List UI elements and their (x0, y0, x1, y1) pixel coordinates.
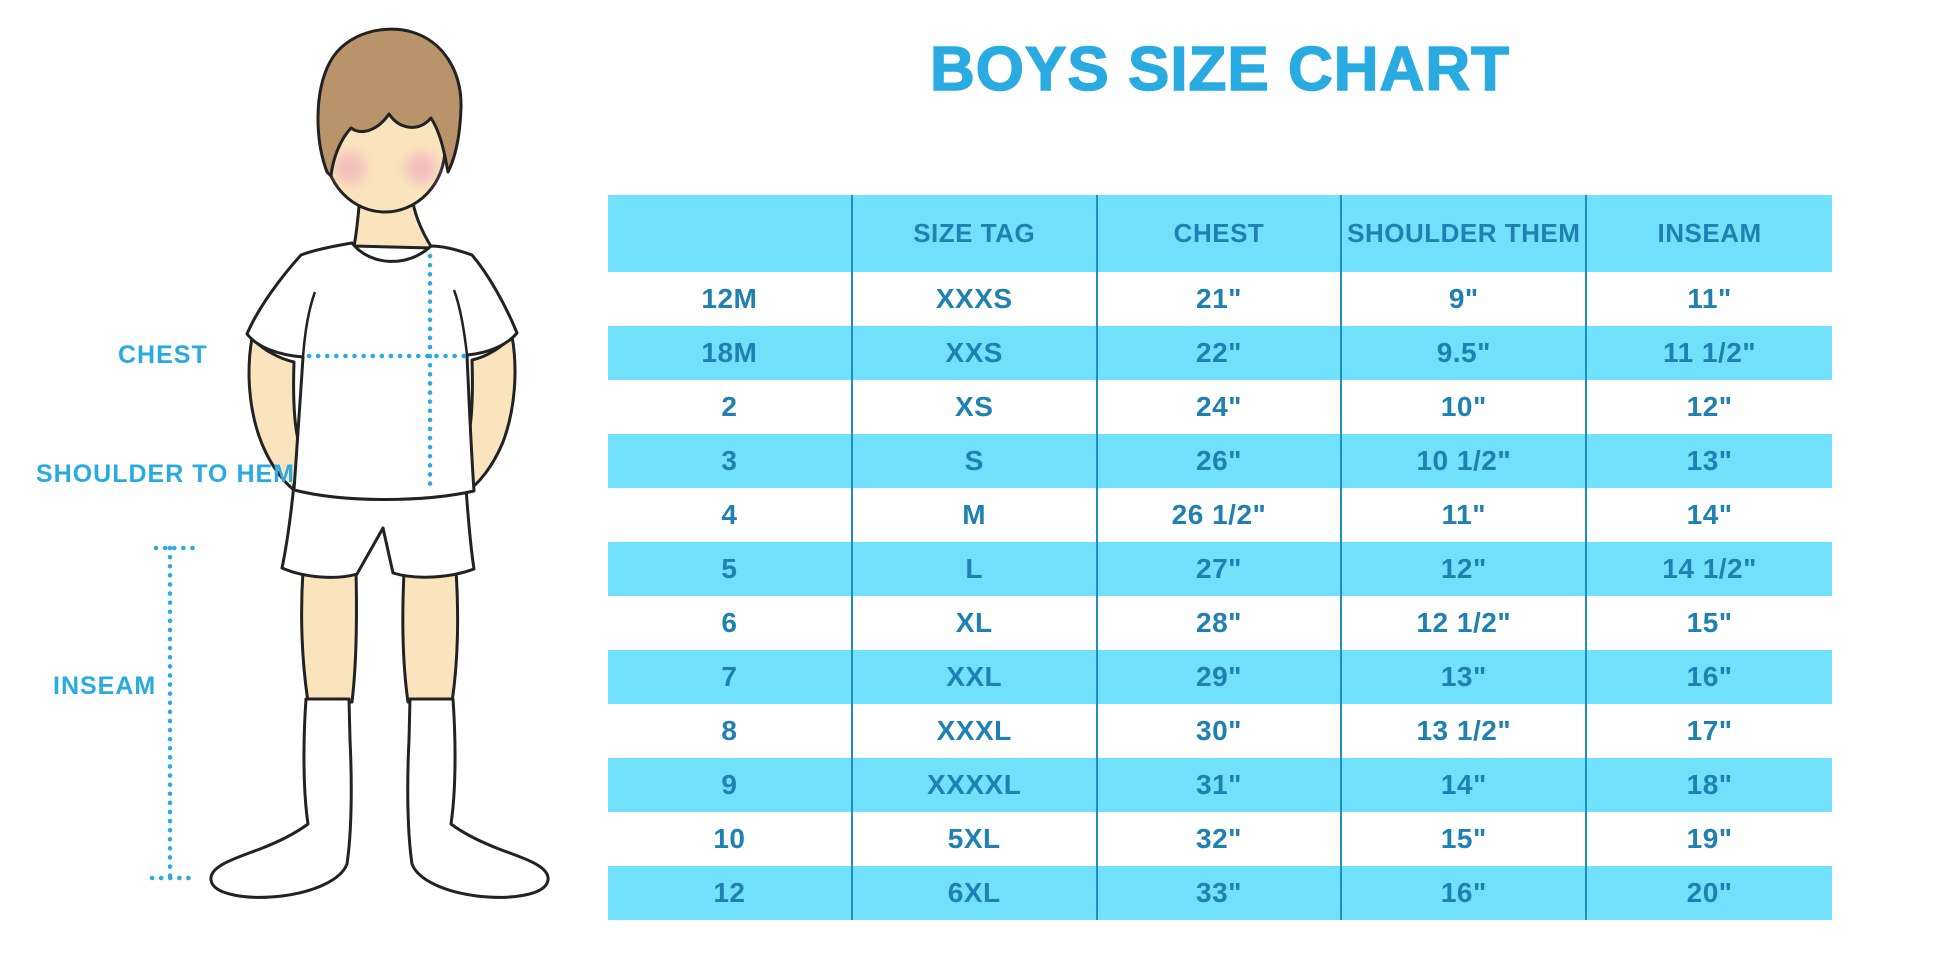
table-row: 8 XXXL 30" 13 1/2" 17" (608, 704, 1832, 758)
table-cell: 4 (608, 488, 853, 542)
table-cell: 6XL (853, 866, 1098, 920)
table-cell: 5XL (853, 812, 1098, 866)
boy-cheek-left (334, 152, 366, 184)
boy-hair (316, 27, 463, 178)
table-row: 9 XXXXL 31" 14" 18" (608, 758, 1832, 812)
table-cell: 26" (1098, 434, 1343, 488)
table-cell: XS (853, 380, 1098, 434)
chest-label: CHEST (118, 341, 208, 369)
table-row: 12M XXXS 21" 9" 11" (608, 272, 1832, 326)
table-cell: 15" (1686, 607, 1733, 638)
table-cell: 18" (1686, 769, 1733, 800)
table-cell: 12" (1686, 391, 1733, 422)
table-cell: 13 1/2" (1342, 704, 1588, 758)
boy-cheek-right (405, 152, 437, 184)
table-cell: 15" (1342, 812, 1588, 866)
table-cell: 2 (608, 380, 853, 434)
table-cell: 13" (1686, 445, 1733, 476)
table-cell: 10 (608, 812, 853, 866)
table-cell: 11" (1687, 283, 1732, 314)
header-cell-blank (608, 195, 853, 272)
size-table: SIZE TAG CHEST SHOULDER THEM INSEAM 12M … (608, 195, 1832, 920)
table-cell: 12 (608, 866, 853, 920)
header-cell-inseam: INSEAM (1657, 218, 1762, 248)
table-cell: XXL (853, 650, 1098, 704)
table-cell: 10" (1342, 380, 1588, 434)
inseam-label: INSEAM (53, 672, 157, 700)
table-cell: 28" (1098, 596, 1343, 650)
table-cell: 12" (1342, 542, 1588, 596)
table-row: 10 5XL 32" 15" 19" (608, 812, 1832, 866)
page-title: BOYS SIZE CHART (929, 34, 1510, 105)
header-cell-chest: CHEST (1098, 195, 1343, 272)
table-cell: 14 1/2" (1662, 553, 1757, 584)
table-cell: 13" (1342, 650, 1588, 704)
table-row: 6 XL 28" 12 1/2" 15" (608, 596, 1832, 650)
boy-sock-left (209, 697, 353, 899)
table-cell: 9.5" (1342, 326, 1588, 380)
table-cell: 31" (1098, 758, 1343, 812)
table-cell: XXXL (853, 704, 1098, 758)
table-cell: XXS (853, 326, 1098, 380)
table-cell: 20" (1686, 877, 1733, 908)
boy-shirt (245, 241, 519, 501)
table-cell: 17" (1686, 715, 1733, 746)
table-cell: 33" (1098, 866, 1343, 920)
table-cell: 14" (1686, 499, 1733, 530)
table-row: 4 M 26 1/2" 11" 14" (608, 488, 1832, 542)
measurement-figure: CHEST SHOULDER TO HEM INSEAM (0, 0, 600, 973)
table-cell: 27" (1098, 542, 1343, 596)
table-row: 5 L 27" 12" 14 1/2" (608, 542, 1832, 596)
table-cell: 22" (1098, 326, 1343, 380)
table-cell: 6 (608, 596, 853, 650)
table-cell: 12 1/2" (1342, 596, 1588, 650)
table-cell: 16" (1686, 661, 1733, 692)
table-cell: 11 1/2" (1663, 337, 1757, 368)
table-cell: L (853, 542, 1098, 596)
table-header-row: SIZE TAG CHEST SHOULDER THEM INSEAM (608, 195, 1832, 272)
table-row: 7 XXL 29" 13" 16" (608, 650, 1832, 704)
table-row: 2 XS 24" 10" 12" (608, 380, 1832, 434)
shoulder-to-hem-label: SHOULDER TO HEM (36, 460, 295, 488)
table-cell: M (853, 488, 1098, 542)
boy-leg-left (300, 568, 359, 704)
table-cell: 26 1/2" (1098, 488, 1343, 542)
table-cell: 16" (1342, 866, 1588, 920)
table-cell: 19" (1686, 823, 1733, 854)
boy-sock-right (406, 697, 550, 899)
boy-illustration (149, 27, 550, 899)
table-cell: S (853, 434, 1098, 488)
boy-leg-right (401, 568, 460, 704)
table-cell: 10 1/2" (1342, 434, 1588, 488)
table-cell: 5 (608, 542, 853, 596)
table-cell: XXXXL (853, 758, 1098, 812)
header-cell-size-tag: SIZE TAG (853, 195, 1098, 272)
table-cell: 30" (1098, 704, 1343, 758)
table-cell: 9 (608, 758, 853, 812)
table-cell: 11" (1342, 488, 1588, 542)
table-cell: 32" (1098, 812, 1343, 866)
header-cell-shoulder: SHOULDER THEM (1342, 195, 1588, 272)
table-cell: 8 (608, 704, 853, 758)
boy-shirt-seam-right (452, 289, 469, 356)
table-cell: 29" (1098, 650, 1343, 704)
boy-shirt-seam-left (301, 291, 317, 358)
table-cell: XXXS (853, 272, 1098, 326)
table-cell: 7 (608, 650, 853, 704)
table-cell: 18M (608, 326, 853, 380)
table-cell: 9" (1342, 272, 1588, 326)
table-cell: 3 (608, 434, 853, 488)
table-cell: 21" (1098, 272, 1343, 326)
table-cell: XL (853, 596, 1098, 650)
table-row: 3 S 26" 10 1/2" 13" (608, 434, 1832, 488)
table-cell: 24" (1098, 380, 1343, 434)
table-cell: 12M (608, 272, 853, 326)
table-row: 12 6XL 33" 16" 20" (608, 866, 1832, 920)
table-cell: 14" (1342, 758, 1588, 812)
table-row: 18M XXS 22" 9.5" 11 1/2" (608, 326, 1832, 380)
